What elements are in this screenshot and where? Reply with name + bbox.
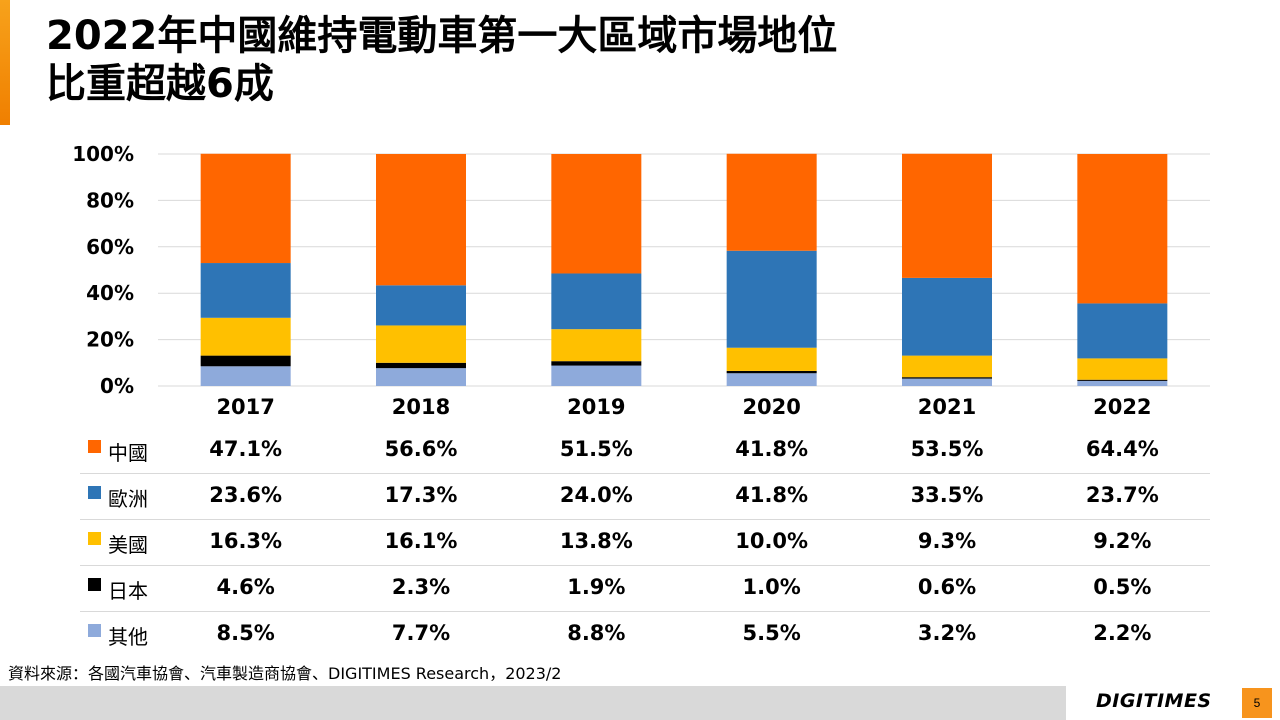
y-tick-label: 0% [100, 374, 134, 398]
bar-segment [376, 368, 466, 386]
series-label: 日本 [108, 579, 148, 603]
table-cell: 56.6% [384, 437, 458, 461]
table-cell: 0.5% [1093, 575, 1152, 599]
bar-segment [200, 317, 291, 356]
x-tick-label: 2017 [216, 395, 274, 419]
table-cell: 1.0% [742, 575, 801, 599]
table-cell: 23.6% [209, 483, 283, 507]
bar-segment [1077, 303, 1168, 359]
page-number: 5 [1242, 688, 1272, 718]
bar-segment [726, 370, 817, 374]
table-cell: 41.8% [735, 483, 809, 507]
bar-segment [551, 154, 642, 274]
table-row: 日本 4.6% 2.3% 1.9% 1.0% 0.6% 0.5% [80, 565, 1210, 612]
bar-segment [551, 329, 642, 362]
y-tick-label: 80% [86, 188, 134, 212]
series-label: 其他 [108, 625, 148, 649]
table-row: 歐洲 23.6% 17.3% 24.0% 41.8% 33.5% 23.7% [80, 473, 1210, 520]
x-tick-label: 2019 [567, 395, 625, 419]
y-tick-label: 100% [72, 142, 134, 166]
bar-segment [551, 361, 642, 366]
bar-segment [1077, 379, 1168, 381]
table-row: 其他 8.5% 7.7% 8.8% 5.5% 3.2% 2.2% [80, 611, 1210, 657]
bar-segment [376, 325, 466, 363]
x-tick-label: 2018 [392, 395, 450, 419]
bar-segment [902, 277, 992, 356]
bar-segment [726, 250, 817, 348]
series-label: 美國 [108, 533, 148, 557]
bar-segment [376, 285, 466, 326]
series-label: 歐洲 [108, 487, 148, 511]
table-cell: 8.5% [216, 621, 275, 645]
bar-segment [1077, 380, 1168, 386]
digitimes-logo: DIGITIMES [1096, 690, 1212, 712]
y-tick-label: 60% [86, 235, 134, 259]
x-tick-label: 2020 [742, 395, 800, 419]
bar-segment [551, 273, 642, 330]
stacked-bar-chart: 0% 20% 40% 60% 80% 100% 2017 2018 2019 2020 2021 20… [72, 142, 1210, 419]
title-accent-bar [0, 0, 10, 125]
table-cell: 47.1% [209, 437, 283, 461]
bar-segment [1077, 358, 1168, 380]
source-note: 資料來源：各國汽車協會、汽車製造商協會、DIGITIMES Research，2… [8, 664, 562, 683]
table-cell: 24.0% [559, 483, 633, 507]
series-label: 中國 [108, 441, 148, 465]
table-cell: 17.3% [384, 483, 458, 507]
table-cell: 3.2% [917, 621, 977, 645]
legend-swatch [88, 624, 101, 637]
bar-segment [902, 377, 992, 379]
table-cell: 16.3% [209, 529, 283, 553]
bar-segment [551, 365, 642, 386]
title-line-1: 2022年中國維持電動車第一大區域市場地位 [46, 13, 838, 59]
table-cell: 41.8% [735, 437, 809, 461]
slide-title: 2022年中國維持電動車第一大區域市場地位 比重超越6成 [46, 12, 837, 108]
table-cell: 2.3% [391, 575, 451, 599]
legend-swatch [88, 486, 101, 499]
bar-segment [200, 355, 291, 367]
table-cell: 9.3% [917, 529, 977, 553]
legend-swatch [88, 532, 101, 545]
table-row: 美國 16.3% 16.1% 13.8% 10.0% 9.3% 9.2% [80, 519, 1210, 566]
table-cell: 4.6% [216, 575, 275, 599]
bar-segment [1077, 154, 1168, 304]
bar-segment [200, 263, 291, 318]
y-tick-label: 40% [86, 281, 134, 305]
bar-segment [902, 378, 992, 386]
y-tick-label: 20% [86, 328, 134, 352]
table-cell: 53.5% [910, 437, 984, 461]
x-tick-label: 2022 [1093, 395, 1151, 419]
table-cell: 2.2% [1093, 621, 1152, 645]
table-cell: 23.7% [1085, 483, 1159, 507]
table-cell: 33.5% [910, 483, 984, 507]
table-cell: 1.9% [567, 575, 626, 599]
table-cell: 9.2% [1093, 529, 1152, 553]
bar-segment [376, 362, 466, 369]
bar-segment [200, 153, 291, 264]
bar-segment [726, 347, 817, 371]
bar-segment [200, 366, 291, 386]
bar-segment [902, 355, 992, 378]
bar-segment [902, 153, 992, 278]
table-cell: 16.1% [384, 529, 458, 553]
table-cell: 8.8% [567, 621, 626, 645]
legend-swatch [88, 440, 101, 453]
table-cell: 13.8% [559, 529, 633, 553]
bar-segment [376, 154, 466, 286]
x-tick-label: 2021 [918, 395, 976, 419]
table-cell: 51.5% [559, 437, 633, 461]
bar-segment [726, 153, 817, 251]
bar-segment [726, 373, 817, 386]
table-cell: 5.5% [742, 621, 801, 645]
footer-bar [0, 686, 1066, 720]
title-line-2: 比重超越6成 [46, 61, 274, 107]
legend-swatch [88, 578, 101, 591]
table-cell: 10.0% [735, 529, 809, 553]
table-cell: 0.6% [917, 575, 977, 599]
table-cell: 64.4% [1085, 437, 1159, 461]
table-cell: 7.7% [391, 621, 451, 645]
